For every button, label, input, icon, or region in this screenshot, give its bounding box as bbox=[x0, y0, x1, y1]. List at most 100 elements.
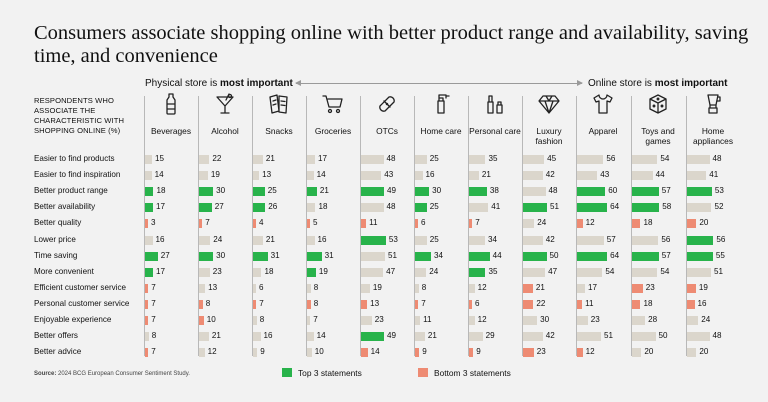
row-label: Personal customer service bbox=[34, 298, 130, 308]
bar-mark bbox=[253, 267, 262, 277]
value-label: 48 bbox=[548, 186, 558, 196]
value-label: 25 bbox=[429, 234, 439, 244]
value-label: 21 bbox=[211, 331, 221, 341]
value-label: 42 bbox=[545, 170, 555, 180]
scale-right-strong: most important bbox=[654, 78, 728, 89]
value-label: 12 bbox=[585, 218, 595, 228]
value-label: 64 bbox=[610, 250, 620, 260]
value-label: 26 bbox=[268, 202, 278, 212]
value-label: 55 bbox=[715, 250, 725, 260]
value-label: 19 bbox=[372, 282, 382, 292]
scale-left-label: Physical store is most important bbox=[145, 78, 293, 89]
value-label: 19 bbox=[698, 282, 708, 292]
value-label: 42 bbox=[545, 331, 555, 341]
column-header-label: Home appliances bbox=[692, 126, 734, 146]
value-label: 48 bbox=[712, 154, 722, 163]
bar-mark bbox=[145, 171, 152, 181]
value-label: 48 bbox=[386, 154, 396, 163]
cocktail-glass-icon bbox=[216, 93, 234, 114]
bar-mark bbox=[687, 299, 695, 309]
value-label: 16 bbox=[155, 234, 165, 244]
row-label: Better advice bbox=[34, 347, 82, 357]
row-label: Better quality bbox=[34, 218, 82, 228]
bar-mark bbox=[469, 155, 486, 164]
value-label: 17 bbox=[155, 266, 165, 276]
value-label: 12 bbox=[585, 347, 595, 357]
bar-mark bbox=[687, 171, 707, 181]
column-divider bbox=[306, 96, 307, 356]
value-label: 27 bbox=[160, 250, 170, 260]
value-label: 8 bbox=[205, 298, 211, 308]
value-label: 24 bbox=[537, 218, 547, 228]
bar-mark bbox=[469, 299, 472, 309]
bar-mark bbox=[632, 187, 659, 197]
bar-mark bbox=[577, 316, 588, 325]
value-label: 30 bbox=[540, 315, 550, 324]
value-label: 42 bbox=[545, 234, 555, 244]
bar-mark bbox=[632, 316, 646, 325]
value-label: 23 bbox=[645, 282, 655, 292]
bar-mark bbox=[687, 187, 712, 197]
column-divider bbox=[414, 96, 415, 356]
value-label: 10 bbox=[206, 315, 216, 324]
bar-mark bbox=[307, 251, 322, 261]
value-label: 11 bbox=[423, 315, 432, 324]
bar-mark bbox=[577, 267, 603, 277]
value-label: 56 bbox=[661, 234, 671, 244]
bar-mark bbox=[145, 348, 149, 358]
bar-mark bbox=[361, 267, 384, 277]
bar-mark bbox=[145, 155, 153, 164]
legend-bottom-label: Bottom 3 statements bbox=[434, 368, 511, 378]
value-label: 51 bbox=[387, 250, 397, 260]
column-divider bbox=[198, 96, 199, 356]
bar-mark bbox=[687, 203, 712, 213]
shopping-cart-icon bbox=[322, 95, 343, 114]
bar-mark bbox=[415, 155, 427, 164]
bar-mark bbox=[687, 267, 711, 277]
value-label: 8 bbox=[421, 282, 427, 292]
bar-mark bbox=[415, 332, 425, 342]
bar-mark bbox=[145, 187, 154, 197]
bar-mark bbox=[415, 267, 427, 277]
value-label: 35 bbox=[488, 266, 498, 276]
bar-mark bbox=[253, 203, 266, 213]
bar-mark bbox=[307, 332, 314, 342]
value-label: 8 bbox=[151, 331, 157, 341]
value-label: 21 bbox=[535, 282, 545, 292]
bar-mark bbox=[523, 203, 547, 213]
value-label: 51 bbox=[713, 266, 723, 276]
value-label: 21 bbox=[427, 331, 437, 341]
value-label: 6 bbox=[475, 298, 480, 308]
bar-mark bbox=[523, 219, 535, 229]
value-label: 51 bbox=[603, 331, 613, 341]
value-label: 60 bbox=[608, 186, 618, 196]
value-label: 19 bbox=[210, 170, 220, 180]
bar-mark bbox=[469, 203, 489, 213]
column-header-label: Beverages bbox=[150, 126, 192, 136]
value-label: 53 bbox=[714, 186, 724, 196]
bar-mark bbox=[687, 251, 713, 261]
bar-mark bbox=[523, 155, 545, 164]
bar-mark bbox=[307, 283, 311, 293]
value-label: 14 bbox=[316, 331, 326, 341]
bar-mark bbox=[632, 251, 659, 261]
value-label: 14 bbox=[154, 170, 164, 180]
bar-mark bbox=[469, 251, 490, 261]
bar-mark bbox=[632, 219, 641, 229]
bar-mark bbox=[253, 155, 263, 164]
bar-mark bbox=[523, 299, 534, 309]
value-label: 10 bbox=[314, 347, 324, 357]
value-label: 21 bbox=[265, 154, 275, 163]
bar-mark bbox=[361, 171, 382, 181]
value-label: 17 bbox=[587, 282, 597, 292]
spray-bottle-icon bbox=[437, 94, 450, 114]
bar-mark bbox=[577, 299, 583, 309]
bar-mark bbox=[361, 219, 367, 229]
bar-mark bbox=[307, 235, 315, 245]
bar-mark bbox=[199, 267, 210, 277]
value-label: 58 bbox=[662, 202, 672, 212]
value-label: 24 bbox=[429, 266, 439, 276]
value-label: 18 bbox=[643, 218, 653, 228]
bar-mark bbox=[415, 251, 431, 261]
value-label: 7 bbox=[151, 347, 156, 357]
